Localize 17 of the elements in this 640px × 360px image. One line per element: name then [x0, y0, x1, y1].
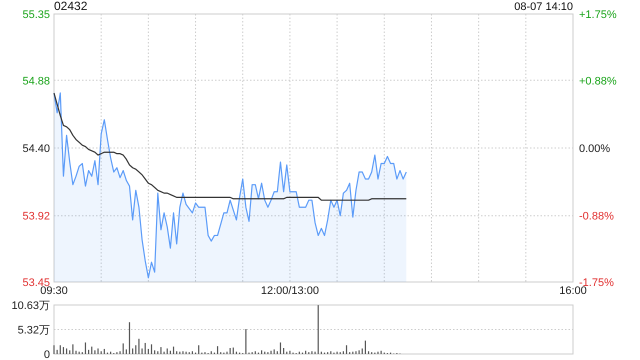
y-tick-label: 54.40 — [22, 143, 50, 155]
x-tick-label: 09:30 — [40, 285, 68, 297]
y2-tick-label: +0.88% — [579, 76, 617, 88]
y2-tick-label: -0.88% — [579, 210, 614, 222]
y-tick-label: 0 — [44, 349, 50, 360]
y-tick-label: 54.88 — [22, 75, 50, 88]
y-tick-label: 53.92 — [22, 210, 50, 223]
y-tick-label: 55.35 — [22, 9, 50, 21]
line-series — [53, 92, 407, 201]
chart-subtitle: 08-07 14:10 — [514, 1, 573, 13]
y-tick-label: 10.63万 — [11, 300, 50, 312]
y2-tick-label: 0.00% — [579, 143, 610, 155]
x-tick-label: 12:00/13:00 — [260, 285, 319, 297]
y-tick-label: 5.32万 — [18, 324, 50, 336]
y2-tick-label: +1.75% — [579, 9, 617, 21]
x-tick-label: 16:00 — [559, 285, 587, 297]
chart-title: 02432 — [54, 0, 88, 13]
